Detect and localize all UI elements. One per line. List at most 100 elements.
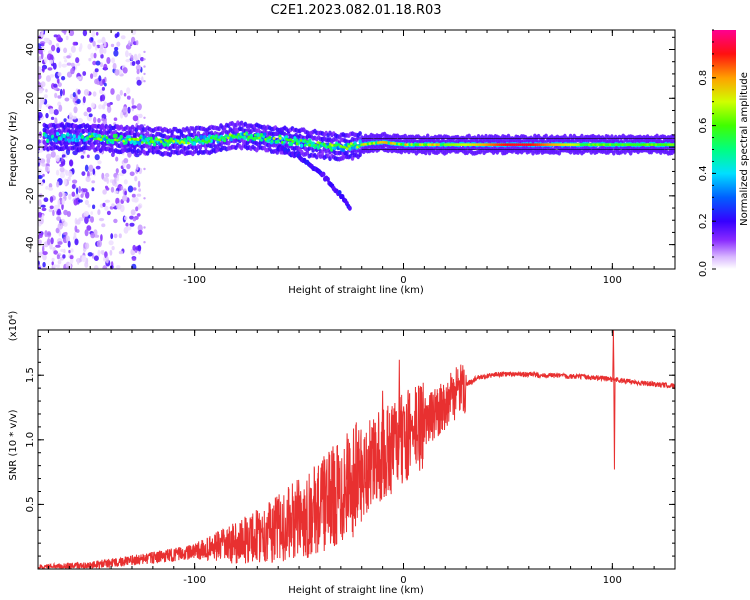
heatmap-noise-cell: [120, 185, 124, 191]
heatmap-noise-cell: [143, 65, 146, 68]
heatmap-ridge-core: [539, 143, 543, 147]
heatmap-noise-cell: [100, 250, 104, 255]
heatmap-ridge-core: [631, 143, 635, 147]
heatmap-ridge-core: [347, 144, 351, 148]
heatmap-noise-cell: [131, 257, 137, 261]
heatmap-x-tick-label: 0: [400, 275, 406, 286]
heatmap-noise-cell: [72, 92, 76, 98]
heatmap-noise-cell: [92, 60, 97, 66]
heatmap-y-tick-label: 20: [25, 92, 36, 105]
heatmap-noise-cell: [105, 256, 109, 264]
heatmap-ridge-core: [245, 133, 249, 136]
heatmap-ridge-core: [656, 143, 660, 147]
heatmap-noise-cell: [72, 150, 78, 156]
heatmap-ridge-halo: [672, 138, 675, 143]
heatmap-ridge-core: [178, 141, 182, 145]
heatmap-ridge-cell: [71, 137, 75, 142]
heatmap-ridge-halo: [345, 151, 349, 156]
heatmap-ridge-core: [581, 143, 585, 147]
heatmap-noise-cell: [58, 104, 63, 112]
heatmap-ridge-core: [182, 141, 186, 145]
heatmap-ridge-core: [460, 143, 464, 147]
heatmap-noise-cell: [61, 198, 65, 205]
heatmap-ridge-core: [354, 142, 357, 146]
heatmap-noise-cell: [130, 54, 134, 61]
colorbar-tick-label: 0.2: [698, 213, 709, 229]
snr-frame: [37, 329, 676, 570]
heatmap-noise-cell: [131, 30, 137, 35]
heatmap-noise-cell: [128, 40, 131, 47]
heatmap-ridge-halo: [97, 142, 101, 148]
heatmap-ridge-core: [270, 139, 274, 143]
heatmap-ridge-core: [521, 143, 524, 147]
heatmap-noise-cell: [41, 207, 47, 212]
heatmap-ridge-core: [491, 143, 495, 147]
heatmap-noise-cell: [39, 181, 44, 186]
heatmap-noise-cell: [45, 88, 48, 93]
heatmap-noise-cell: [54, 117, 58, 125]
heatmap-noise-cell: [97, 209, 101, 216]
heatmap-noise-cell: [101, 172, 105, 180]
snr-x-tick-label: -100: [183, 575, 206, 586]
heatmap-noise-cell: [71, 191, 76, 197]
heatmap-ridge-core: [306, 140, 309, 144]
heatmap-noise-cell: [131, 105, 137, 109]
snr-y-ticks: 0.5 1.0 1.5: [25, 335, 675, 557]
heatmap-noise-cell: [97, 39, 103, 44]
heatmap-noise-cell: [81, 171, 86, 177]
heatmap-noise-cell: [132, 187, 137, 191]
heatmap-ridge-core: [90, 134, 94, 138]
heatmap-noise-cell: [136, 69, 140, 75]
heatmap-ridge-core: [638, 143, 641, 147]
heatmap-ridge-cell: [199, 135, 203, 140]
heatmap-noise-cell: [38, 43, 42, 48]
heatmap-noise-cell: [115, 265, 121, 269]
heatmap-noise-cell: [65, 35, 69, 41]
heatmap-ridge-core: [567, 143, 570, 147]
heatmap-ridge-core: [276, 139, 280, 143]
heatmap-ridge-core: [143, 139, 146, 143]
heatmap-noise-cell: [99, 44, 105, 49]
heatmap-ridge-core: [410, 143, 414, 147]
heatmap-ridge-core: [441, 143, 445, 147]
heatmap-noise-cell: [84, 229, 89, 237]
heatmap-noise-cell: [104, 82, 107, 87]
heatmap-ridge-core: [485, 143, 489, 147]
heatmap-noise-cell: [143, 58, 146, 61]
heatmap-noise-cell: [102, 78, 106, 85]
heatmap-ridge-core: [97, 137, 100, 141]
heatmap-ridge-core: [226, 136, 230, 140]
heatmap-y-axis-label: Frequency (Hz): [8, 111, 19, 187]
heatmap-ridge-core: [224, 134, 228, 138]
heatmap-ridge-core: [193, 138, 197, 142]
heatmap-ridge-core: [232, 135, 236, 139]
heatmap-noise-cell: [38, 235, 41, 239]
heatmap-ridge-core: [209, 136, 213, 140]
heatmap-noise-cell: [63, 209, 68, 216]
heatmap-ridge-core: [661, 143, 664, 147]
heatmap-noise-cell: [130, 41, 133, 46]
heatmap-noise-cell: [127, 106, 131, 114]
heatmap-ridge-halo: [177, 135, 182, 141]
heatmap-noise-cell: [100, 94, 106, 102]
heatmap-ridge-core: [416, 143, 420, 147]
heatmap-noise-cell: [63, 55, 67, 60]
heatmap-noise-cell: [136, 79, 142, 86]
heatmap-noise-cell: [38, 252, 42, 257]
heatmap-y-tick-label: -40: [25, 236, 36, 252]
heatmap-noise-cell: [87, 252, 93, 257]
heatmap-ridge-core: [107, 138, 111, 142]
heatmap-ridge-core: [253, 133, 257, 137]
heatmap-ridge-core: [381, 140, 384, 144]
heatmap-noise-cell: [101, 117, 105, 122]
heatmap-ridge-core: [418, 143, 422, 147]
heatmap-noise-cell: [97, 160, 102, 165]
heatmap-noise-cell: [106, 105, 112, 114]
heatmap-noise-cell: [78, 186, 81, 194]
heatmap-ridge-core: [412, 143, 416, 147]
heatmap-noise-cell: [48, 183, 53, 189]
heatmap-ridge-core: [598, 143, 602, 147]
heatmap-noise-cell: [91, 180, 96, 184]
heatmap-ridge-core: [504, 143, 508, 147]
heatmap-noise-cell: [108, 240, 114, 246]
